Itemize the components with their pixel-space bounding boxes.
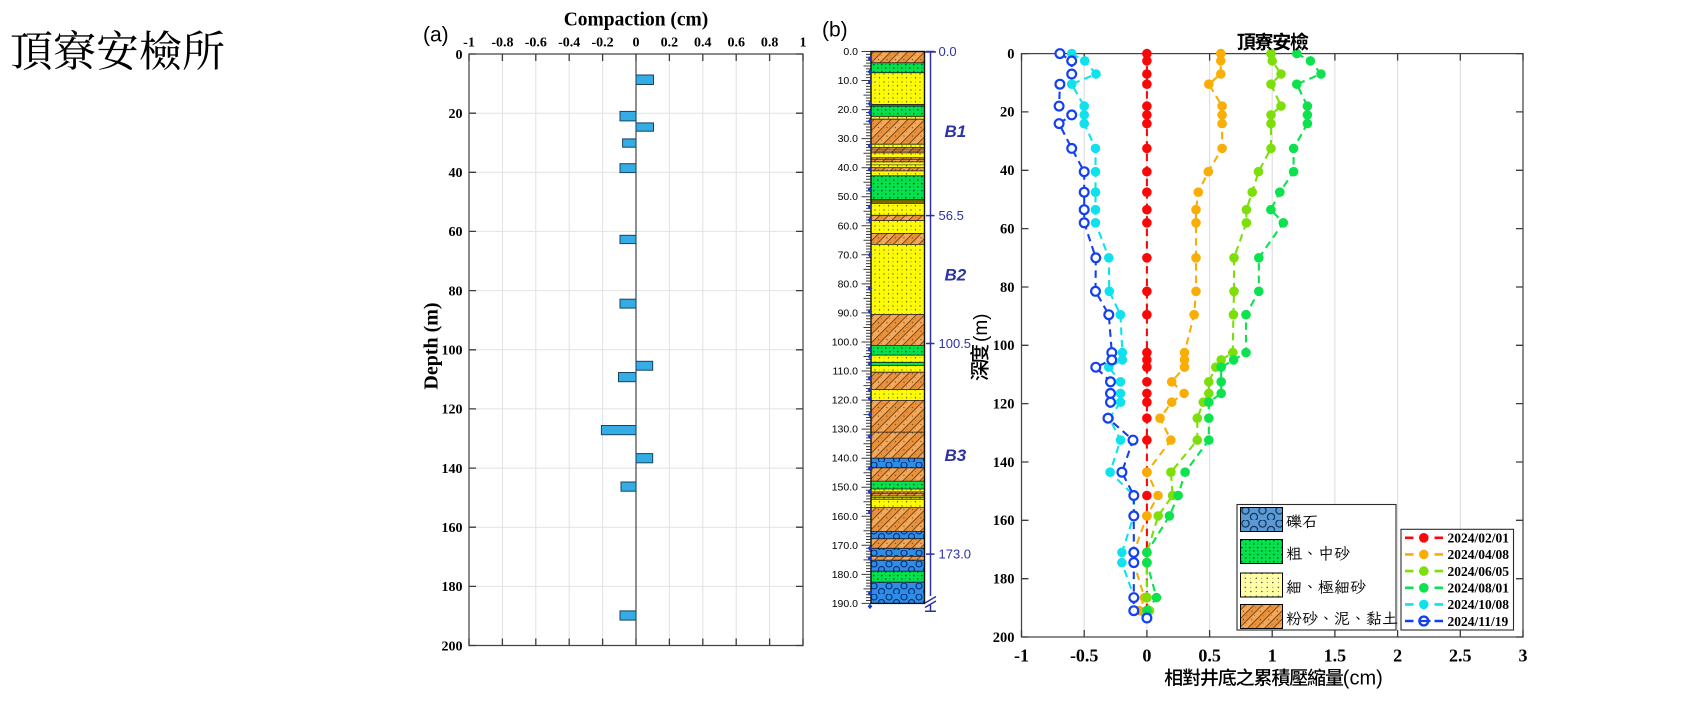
svg-text:0.0: 0.0: [843, 46, 858, 58]
svg-text:200: 200: [993, 630, 1015, 646]
svg-text:130.0: 130.0: [832, 424, 858, 436]
svg-text:0: 0: [633, 36, 640, 51]
svg-text:2.5: 2.5: [1449, 645, 1472, 665]
svg-text:2: 2: [1393, 645, 1402, 665]
svg-text:1: 1: [800, 36, 807, 51]
svg-text:180: 180: [442, 580, 463, 595]
svg-text:20: 20: [1000, 105, 1015, 121]
svg-text:60.0: 60.0: [838, 220, 859, 232]
svg-text:120: 120: [993, 396, 1015, 412]
svg-text:2024/11/19: 2024/11/19: [1448, 614, 1509, 629]
svg-text:Depth (m): Depth (m): [421, 302, 443, 389]
svg-text:-0.5: -0.5: [1070, 645, 1099, 665]
svg-text:160: 160: [993, 513, 1015, 529]
svg-text:0.6: 0.6: [727, 36, 745, 51]
svg-text:170.0: 170.0: [832, 540, 858, 552]
svg-text:56.5: 56.5: [939, 208, 964, 223]
svg-text:70.0: 70.0: [838, 249, 859, 261]
svg-text:2024/10/08: 2024/10/08: [1448, 597, 1510, 612]
svg-text:140: 140: [442, 462, 463, 477]
svg-text:190.0: 190.0: [832, 598, 858, 610]
svg-text:(b): (b): [822, 19, 848, 42]
svg-text:120: 120: [442, 403, 463, 418]
svg-text:120.0: 120.0: [832, 395, 858, 407]
svg-text:80.0: 80.0: [838, 278, 859, 290]
svg-text:110.0: 110.0: [833, 366, 859, 378]
svg-text:90.0: 90.0: [838, 307, 859, 319]
svg-text:-0.4: -0.4: [558, 36, 580, 51]
svg-text:0.5: 0.5: [1198, 645, 1221, 665]
svg-text:0: 0: [1007, 46, 1014, 62]
svg-text:B2: B2: [945, 266, 967, 285]
svg-text:160.0: 160.0: [832, 511, 858, 523]
svg-text:2024/06/05: 2024/06/05: [1448, 564, 1510, 579]
svg-text:20: 20: [449, 107, 463, 122]
svg-text:(a): (a): [423, 24, 449, 47]
svg-text:Compaction (cm): Compaction (cm): [564, 10, 709, 31]
svg-text:60: 60: [1000, 221, 1015, 237]
svg-text:100: 100: [993, 338, 1015, 354]
svg-text:-1: -1: [463, 36, 475, 51]
svg-text:-0.2: -0.2: [592, 36, 614, 51]
svg-text:180.0: 180.0: [832, 569, 858, 581]
svg-text:B1: B1: [945, 122, 967, 141]
svg-text:(cm): (cm): [1343, 668, 1383, 690]
svg-text:60: 60: [449, 225, 463, 240]
svg-text:173.0: 173.0: [939, 547, 972, 562]
svg-text:-0.6: -0.6: [525, 36, 547, 51]
svg-text:40: 40: [449, 166, 463, 181]
svg-text:80: 80: [449, 284, 463, 299]
svg-text:100: 100: [442, 344, 463, 359]
svg-text:160: 160: [442, 521, 463, 536]
svg-text:0.4: 0.4: [694, 36, 712, 51]
svg-text:(m): (m): [971, 314, 992, 342]
svg-text:1: 1: [1268, 645, 1277, 665]
svg-text:140.0: 140.0: [832, 453, 858, 465]
svg-text:180: 180: [993, 572, 1015, 588]
svg-text:140: 140: [993, 455, 1015, 471]
svg-text:50.0: 50.0: [838, 191, 859, 203]
svg-text:150.0: 150.0: [832, 482, 858, 494]
svg-text:0.0: 0.0: [939, 44, 957, 59]
svg-text:1.5: 1.5: [1324, 645, 1347, 665]
svg-text:40.0: 40.0: [838, 162, 859, 174]
svg-text:3: 3: [1519, 645, 1528, 665]
svg-text:0: 0: [456, 48, 463, 63]
svg-text:100.0: 100.0: [832, 337, 858, 349]
svg-text:2024/08/01: 2024/08/01: [1448, 581, 1510, 596]
svg-text:0.8: 0.8: [761, 36, 779, 51]
svg-text:B3: B3: [945, 446, 967, 465]
svg-text:40: 40: [1000, 163, 1015, 179]
svg-text:80: 80: [1000, 280, 1015, 296]
svg-text:-1: -1: [1014, 645, 1029, 665]
svg-text:0.2: 0.2: [661, 36, 679, 51]
svg-text:-0.8: -0.8: [491, 36, 513, 51]
svg-text:200: 200: [442, 639, 463, 654]
svg-text:10.0: 10.0: [838, 75, 859, 87]
svg-text:0: 0: [1142, 645, 1151, 665]
svg-text:2024/04/08: 2024/04/08: [1448, 547, 1510, 562]
svg-text:30.0: 30.0: [838, 133, 859, 145]
svg-text:20.0: 20.0: [838, 104, 859, 116]
svg-text:2024/02/01: 2024/02/01: [1448, 531, 1510, 546]
svg-text:100.5: 100.5: [939, 336, 972, 351]
